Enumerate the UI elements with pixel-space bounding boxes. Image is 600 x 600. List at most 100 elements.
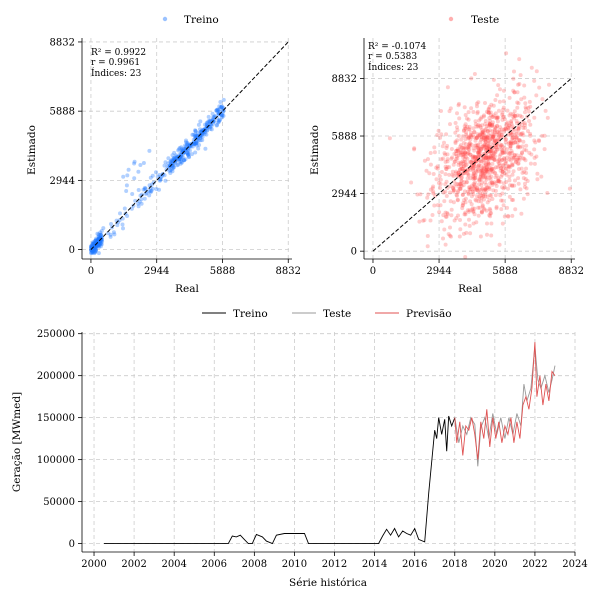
test-point <box>504 172 509 177</box>
test-point <box>472 206 477 211</box>
timeseries-lines <box>104 342 556 545</box>
test-point <box>545 191 550 195</box>
test-point <box>522 83 527 88</box>
test-point <box>512 155 517 160</box>
test-point <box>453 121 458 125</box>
test-point <box>516 181 521 186</box>
test-point <box>474 124 479 129</box>
test-point <box>527 119 531 123</box>
test-point <box>477 152 482 157</box>
test-point <box>532 115 537 120</box>
train-point <box>91 241 96 246</box>
test-point <box>469 106 474 111</box>
train-point <box>111 230 116 235</box>
test-point <box>458 187 463 191</box>
test-point <box>448 184 453 188</box>
test-point <box>466 110 471 115</box>
train-point <box>93 239 98 244</box>
test-point <box>493 149 498 154</box>
train-point <box>94 242 99 247</box>
test-point <box>512 109 517 114</box>
test-point <box>514 136 519 141</box>
test-point <box>484 163 488 168</box>
test-point <box>421 218 426 223</box>
train-point <box>220 115 225 120</box>
test-point <box>465 171 469 176</box>
test-point <box>483 169 488 174</box>
train-point <box>91 248 96 253</box>
test-point <box>474 143 479 148</box>
test-point <box>456 148 460 153</box>
train-point <box>190 144 195 149</box>
legend-previsao-label: Previsão <box>406 308 452 320</box>
train-point <box>178 152 182 157</box>
test-point <box>471 184 476 189</box>
test-point <box>462 105 467 110</box>
test-point <box>524 106 529 111</box>
test-point <box>484 158 489 163</box>
train-point <box>198 129 203 134</box>
test-point <box>475 109 480 114</box>
test-point <box>453 141 458 145</box>
test-point <box>467 185 471 190</box>
test-point <box>484 168 489 173</box>
test-point <box>492 157 497 162</box>
test-point <box>505 108 510 113</box>
test-point <box>461 164 466 169</box>
y-tick-label: 50000 <box>43 497 75 508</box>
test-point <box>462 145 467 150</box>
test-point <box>500 169 505 174</box>
test-point <box>463 212 468 217</box>
train-point <box>190 152 194 157</box>
test-point <box>519 166 524 171</box>
test-point <box>445 212 450 217</box>
test-point <box>451 200 456 205</box>
test-point <box>495 115 500 120</box>
test-point <box>440 144 445 149</box>
test-point <box>487 104 492 109</box>
test-point <box>532 138 537 143</box>
test-point <box>495 124 500 129</box>
test-point <box>488 166 493 171</box>
test-point <box>436 181 441 185</box>
train-point <box>95 242 100 247</box>
test-point <box>487 173 491 178</box>
test-point <box>500 150 505 155</box>
test-point <box>482 144 487 149</box>
test-point <box>485 200 490 205</box>
test-point <box>512 113 517 118</box>
test-point <box>484 147 489 152</box>
test-point <box>496 138 501 142</box>
test-point <box>499 198 504 203</box>
test-point <box>516 82 521 87</box>
test-point <box>449 213 454 218</box>
test-point <box>485 185 489 190</box>
test-point <box>491 134 496 139</box>
test-point <box>535 171 540 176</box>
train-point <box>193 128 198 133</box>
train-point <box>170 169 175 174</box>
test-point <box>517 138 522 143</box>
test-point <box>468 137 473 142</box>
test-point <box>460 203 465 208</box>
test-point <box>504 137 509 142</box>
test-point <box>492 158 497 163</box>
train-point <box>96 241 100 246</box>
test-point <box>455 128 460 133</box>
test-point <box>512 138 517 142</box>
test-point <box>442 140 446 145</box>
test-point <box>500 112 505 117</box>
test-point <box>466 172 471 176</box>
train-point <box>215 107 220 112</box>
test-point <box>513 140 518 145</box>
test-point <box>497 108 501 113</box>
test-point <box>461 203 465 207</box>
test-point <box>477 150 482 155</box>
test-point <box>537 139 542 143</box>
test-point <box>501 105 506 110</box>
test-point <box>484 155 489 160</box>
test-point <box>485 129 490 133</box>
test-point <box>466 127 471 132</box>
test-point <box>482 172 487 176</box>
test-point <box>435 164 440 169</box>
